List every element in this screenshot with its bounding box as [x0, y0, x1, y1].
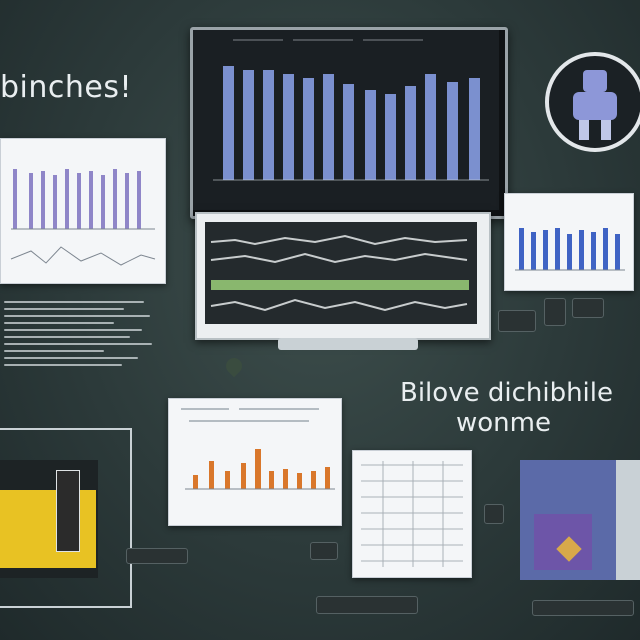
title-label: binches! [0, 70, 133, 105]
middle-right-label: Bilove dichibhile wonme [400, 378, 613, 438]
left-card-bar [89, 171, 93, 229]
orange-bar [311, 471, 316, 489]
connector-chip [532, 600, 634, 616]
monitor-bar [365, 90, 376, 180]
right-card-bar [603, 228, 608, 270]
orange-bar [241, 463, 246, 489]
left-card-bar [13, 169, 17, 229]
drop-pin-icon [222, 354, 246, 378]
console-waveforms [210, 234, 468, 312]
console-gauge-band [211, 280, 469, 290]
connector-chip [316, 596, 418, 614]
right-card-bar [531, 232, 536, 270]
monitor-bar [223, 66, 234, 180]
left-card-chart [10, 169, 156, 266]
connector-chip [484, 504, 504, 524]
orange-bar [255, 449, 261, 489]
console-screen [205, 222, 477, 324]
middle-right-label-line2: wonme [456, 408, 551, 438]
notes-block [4, 296, 154, 371]
robot-icon [545, 52, 640, 152]
monitor-bar-chart [193, 30, 499, 210]
monitor-bar [405, 86, 416, 180]
orange-bar [297, 473, 302, 489]
connector-chip [310, 542, 338, 560]
connector-chip [572, 298, 604, 318]
right-card-bar [555, 228, 560, 270]
monitor-bar [303, 78, 314, 180]
monitor-bars [223, 66, 480, 180]
chart-card-left [0, 138, 166, 284]
monitor [190, 27, 508, 219]
left-card-bar [137, 171, 141, 229]
right-card-bar [615, 234, 620, 270]
chart-card-right [504, 193, 634, 291]
connector-chip [544, 298, 566, 326]
monitor-stand [278, 338, 418, 350]
left-card-bar [77, 173, 81, 229]
right-card-bar [543, 230, 548, 270]
orange-bar [283, 469, 288, 489]
connector-chip [126, 548, 188, 564]
monitor-bar [243, 70, 254, 180]
right-card-bar [591, 232, 596, 270]
orange-chart-card [168, 398, 342, 526]
yellow-machine-frame [0, 428, 132, 608]
right-card-bar [519, 228, 524, 270]
monitor-bar [263, 70, 274, 180]
monitor-bar [447, 82, 458, 180]
monitor-bar [469, 78, 480, 180]
monitor-bar [425, 74, 436, 180]
yellow-machine [0, 460, 98, 578]
monitor-bar [385, 94, 396, 180]
right-card-bar [567, 234, 572, 270]
middle-right-label-line1: Bilove dichibhile [400, 378, 613, 408]
console-panel [195, 212, 491, 340]
left-card-bar [125, 173, 129, 229]
left-card-bar [41, 171, 45, 229]
grid-document [352, 450, 472, 578]
orange-bar [269, 471, 274, 489]
left-card-bar [101, 175, 105, 229]
right-card-bar [579, 230, 584, 270]
orange-bar [225, 471, 230, 489]
orange-bar [325, 467, 330, 489]
orange-bar [209, 461, 214, 489]
left-card-bar [65, 169, 69, 229]
monitor-bar [323, 74, 334, 180]
left-card-bar [29, 173, 33, 229]
monitor-bar [343, 84, 354, 180]
left-card-bar [53, 175, 57, 229]
connector-chip [498, 310, 536, 332]
left-card-bar [113, 169, 117, 229]
orange-bar [193, 475, 198, 489]
blue-machine [520, 460, 640, 580]
monitor-bar [283, 74, 294, 180]
right-card-chart [515, 228, 625, 271]
grid-document-lines [361, 461, 463, 567]
orange-bar-chart [181, 408, 335, 490]
